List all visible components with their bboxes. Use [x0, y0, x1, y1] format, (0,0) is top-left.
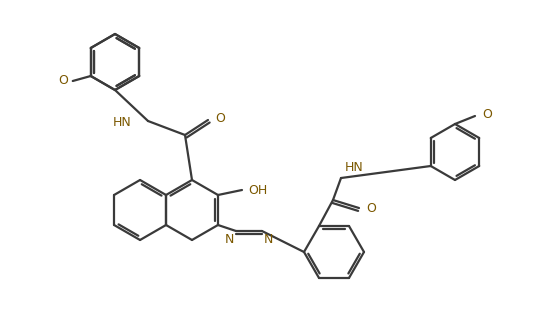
Text: HN: HN	[113, 115, 132, 128]
Text: O: O	[215, 112, 225, 126]
Text: OH: OH	[248, 184, 267, 197]
Text: HN: HN	[345, 161, 364, 174]
Text: O: O	[482, 109, 492, 122]
Text: O: O	[366, 201, 376, 215]
Text: N: N	[264, 233, 273, 246]
Text: O: O	[58, 75, 68, 87]
Text: N: N	[225, 233, 234, 246]
